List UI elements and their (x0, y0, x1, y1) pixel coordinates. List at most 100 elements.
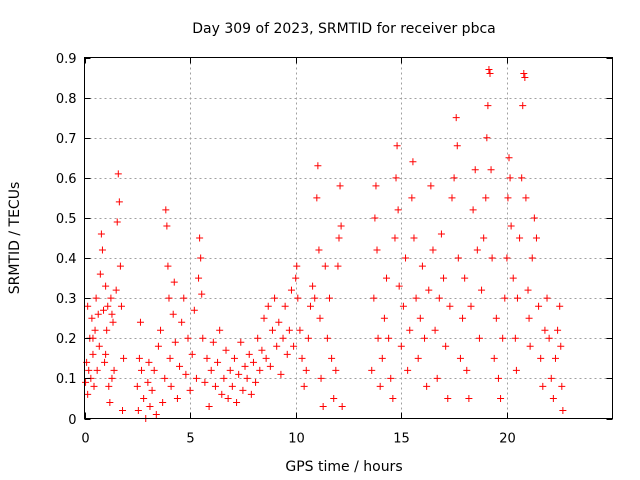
data-point (440, 274, 448, 282)
data-point (378, 354, 386, 362)
data-point (268, 326, 276, 334)
data-point (119, 406, 127, 414)
data-point (492, 314, 500, 322)
data-point (321, 262, 329, 270)
data-point (393, 142, 401, 150)
data-point (541, 326, 549, 334)
data-point (532, 234, 540, 242)
data-point (198, 290, 206, 298)
data-point (249, 358, 257, 366)
data-point (557, 342, 565, 350)
data-point (287, 286, 295, 294)
data-point (195, 274, 203, 282)
data-point (370, 294, 378, 302)
data-point (171, 338, 179, 346)
y-tick-label: 0.7 (56, 132, 77, 147)
data-point (554, 326, 562, 334)
data-point (380, 314, 388, 322)
data-point (337, 222, 345, 230)
data-point (507, 222, 515, 230)
data-point (290, 342, 298, 350)
data-point (162, 206, 170, 214)
data-point (478, 286, 486, 294)
data-point (525, 314, 533, 322)
data-point (102, 282, 110, 290)
data-point (300, 382, 308, 390)
y-tick-labels: 0 0.1 0.2 0.3 0.4 0.5 0.6 0.7 0.8 0.9 (56, 52, 77, 428)
data-point (461, 274, 469, 282)
data-point (391, 234, 399, 242)
data-point (488, 254, 496, 262)
data-point (108, 310, 116, 318)
data-point (222, 346, 230, 354)
data-point (135, 354, 143, 362)
data-point (94, 310, 102, 318)
data-point (109, 318, 117, 326)
data-point (431, 326, 439, 334)
data-point (296, 326, 304, 334)
data-point (504, 194, 512, 202)
data-point (92, 294, 100, 302)
data-point (304, 334, 312, 342)
data-point (167, 382, 175, 390)
y-axis-label: SRMTID / TECUs (7, 182, 23, 295)
data-point (161, 374, 169, 382)
data-point (205, 402, 213, 410)
data-point (315, 246, 323, 254)
data-point (98, 246, 106, 254)
data-point (169, 310, 177, 318)
y-tick-label: 0.1 (56, 372, 77, 387)
data-point (150, 366, 158, 374)
data-point (108, 374, 116, 382)
data-point (113, 218, 121, 226)
data-point (285, 326, 293, 334)
data-point (465, 394, 473, 402)
data-point (84, 302, 92, 310)
data-point (96, 270, 104, 278)
data-point (537, 354, 545, 362)
data-point (547, 374, 555, 382)
data-point (103, 326, 111, 334)
data-point (148, 386, 156, 394)
axis-ticks (84, 57, 613, 420)
data-point (372, 182, 380, 190)
data-point (254, 334, 262, 342)
data-point (459, 314, 467, 322)
data-point (90, 382, 98, 390)
data-point (218, 390, 226, 398)
data-point (110, 366, 118, 374)
data-point (209, 338, 217, 346)
data-point (505, 154, 513, 162)
data-point (182, 370, 190, 378)
data-point (112, 286, 120, 294)
data-point (519, 102, 527, 110)
data-point (165, 294, 173, 302)
data-point (230, 354, 238, 362)
data-point (399, 302, 407, 310)
data-point (157, 326, 165, 334)
data-point (467, 302, 475, 310)
data-point (530, 214, 538, 222)
data-point (88, 314, 96, 322)
data-point (82, 378, 90, 386)
data-point (429, 246, 437, 254)
data-point (485, 66, 493, 74)
data-point (196, 234, 204, 242)
data-point (513, 294, 521, 302)
data-point (201, 378, 209, 386)
data-point (214, 358, 222, 366)
data-point (100, 306, 108, 314)
data-point (335, 234, 343, 242)
data-point (317, 374, 325, 382)
data-point (526, 342, 534, 350)
data-point (243, 374, 251, 382)
y-tick-label: 0.5 (56, 212, 77, 227)
data-point (376, 382, 384, 390)
data-point (395, 282, 403, 290)
data-point (520, 70, 528, 78)
data-point (207, 366, 215, 374)
data-point (516, 234, 524, 242)
data-point (115, 198, 123, 206)
y-tick-label: 0.4 (56, 252, 77, 267)
data-point (245, 350, 253, 358)
